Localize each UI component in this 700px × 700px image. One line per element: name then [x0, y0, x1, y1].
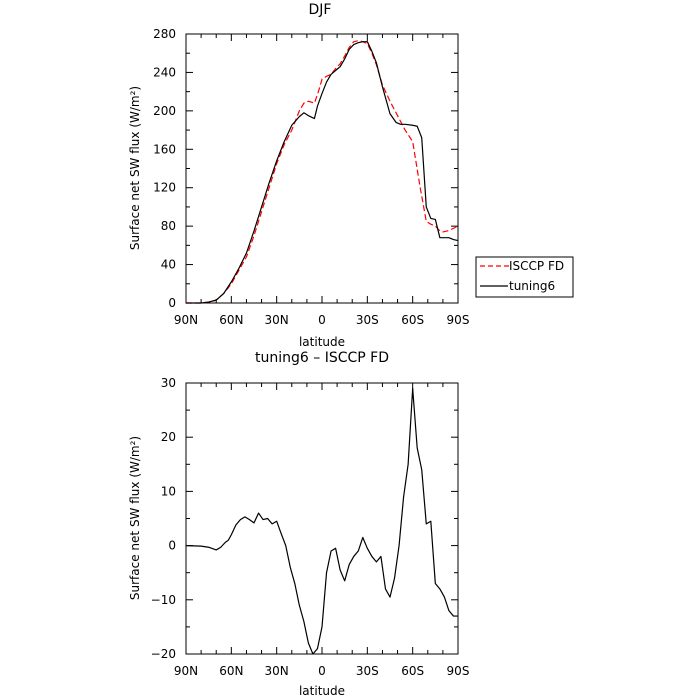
top-y-tick-label: 120: [153, 181, 176, 195]
top-series-line-1: [186, 41, 459, 304]
top-x-tick-label: 30N: [265, 313, 289, 327]
bottom-y-axis-title: Surface net SW flux (W/m²): [128, 436, 142, 600]
bottom-y-tick-label: 20: [161, 430, 176, 444]
legend-label-tuning6: tuning6: [509, 279, 555, 293]
bottom-x-tick-label: 30N: [265, 664, 289, 678]
top-y-tick-label: 40: [161, 258, 176, 272]
bottom-y-tick-label: 30: [161, 376, 176, 390]
bottom-x-tick-label: 60S: [401, 664, 424, 678]
top-x-tick-label: 30S: [356, 313, 379, 327]
bottom-y-tick-label: 0: [168, 539, 176, 553]
bottom-x-tick-label: 60N: [219, 664, 243, 678]
bottom-x-tick-label: 0: [318, 664, 326, 678]
top-plot-frame: [185, 33, 459, 304]
top-y-tick-label: 160: [153, 142, 176, 156]
bottom-x-tick-label: 90N: [174, 664, 198, 678]
top-x-tick-label: 90N: [174, 313, 198, 327]
legend: ISCCP FD tuning6: [475, 256, 574, 298]
bottom-series-line-0: [185, 387, 458, 655]
top-ticks: 90N 60N 30N 0 30S 60S 90S 0 40 80 120 160 200 240 280: [153, 27, 469, 327]
bottom-y-tick-label: 10: [161, 484, 176, 498]
top-x-axis-title: latitude: [299, 335, 345, 349]
legend-box: [475, 256, 574, 298]
bottom-ticks: 90N 60N 30N 0 30S 60S 90S −20 −10 0 10 20 30: [151, 376, 470, 678]
bottom-plot-frame: [185, 382, 459, 655]
top-y-tick-label: 200: [153, 104, 176, 118]
top-x-tick-label: 0: [318, 313, 326, 327]
top-series-group: [186, 40, 459, 304]
top-x-tick-label: 60S: [401, 313, 424, 327]
bottom-y-tick-label: −10: [151, 593, 176, 607]
top-x-tick-label: 60N: [219, 313, 243, 327]
bottom-x-axis-title: latitude: [299, 684, 345, 698]
bottom-y-tick-label: −20: [151, 647, 176, 661]
top-series-line-0: [186, 40, 459, 304]
top-y-tick-label: 0: [168, 296, 176, 310]
top-x-tick-label: 90S: [447, 313, 470, 327]
top-y-tick-label: 80: [161, 219, 176, 233]
bottom-chart: tuning6 – ISCCP FD 90N 60N 30N 0 30S 60S 90S −2…: [128, 350, 469, 698]
top-chart-title: DJF: [309, 2, 332, 18]
top-y-tick-label: 240: [153, 65, 176, 79]
bottom-chart-title: tuning6 – ISCCP FD: [255, 350, 389, 366]
top-chart: DJF 90N 60N 30N 0 30S 60S 90S 0 40 80 120 160 200 240…: [128, 2, 574, 349]
top-y-axis-title: Surface net SW flux (W/m²): [128, 86, 142, 250]
bottom-x-tick-label: 30S: [356, 664, 379, 678]
legend-label-isccp: ISCCP FD: [509, 259, 564, 273]
bottom-x-tick-label: 90S: [447, 664, 470, 678]
bottom-series-group: [185, 387, 458, 655]
top-y-tick-label: 280: [153, 27, 176, 41]
